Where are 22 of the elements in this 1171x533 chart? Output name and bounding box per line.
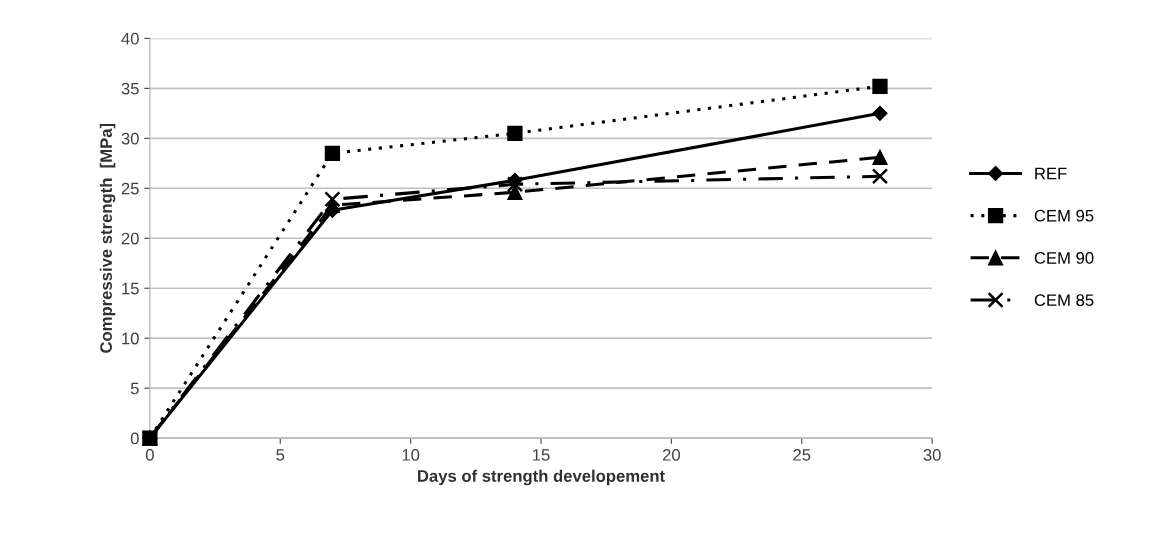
x-tick-label: 30 [923, 448, 941, 461]
y-tick-label: 25 [121, 182, 139, 195]
y-tick-label: 35 [121, 82, 139, 95]
y-tick-label: 30 [121, 132, 139, 145]
y-tick-label: 5 [130, 382, 139, 395]
y-axis-title: Compressive strength [MPa] [99, 123, 116, 353]
legend-label: REF [1035, 167, 1067, 180]
y-tick-label: 15 [122, 282, 139, 295]
y-tick-label: 20 [121, 232, 139, 245]
x-tick-label: 25 [793, 448, 811, 461]
x-tick-label: 10 [402, 448, 420, 461]
y-tick-label: 40 [121, 32, 139, 45]
y-tick-label: 10 [122, 332, 139, 345]
legend-label: CEM 90 [1034, 252, 1094, 264]
y-tick-label: 0 [130, 432, 139, 445]
x-tick-label: 0 [145, 448, 154, 461]
x-axis-title: Days of strength developement [418, 469, 665, 486]
legend-label: CEM 85 [1034, 294, 1094, 307]
legend-label: CEM 95 [1034, 209, 1094, 222]
x-tick-label: 15 [533, 449, 550, 461]
x-tick-label: 5 [276, 449, 285, 461]
x-tick-label: 20 [662, 448, 680, 461]
